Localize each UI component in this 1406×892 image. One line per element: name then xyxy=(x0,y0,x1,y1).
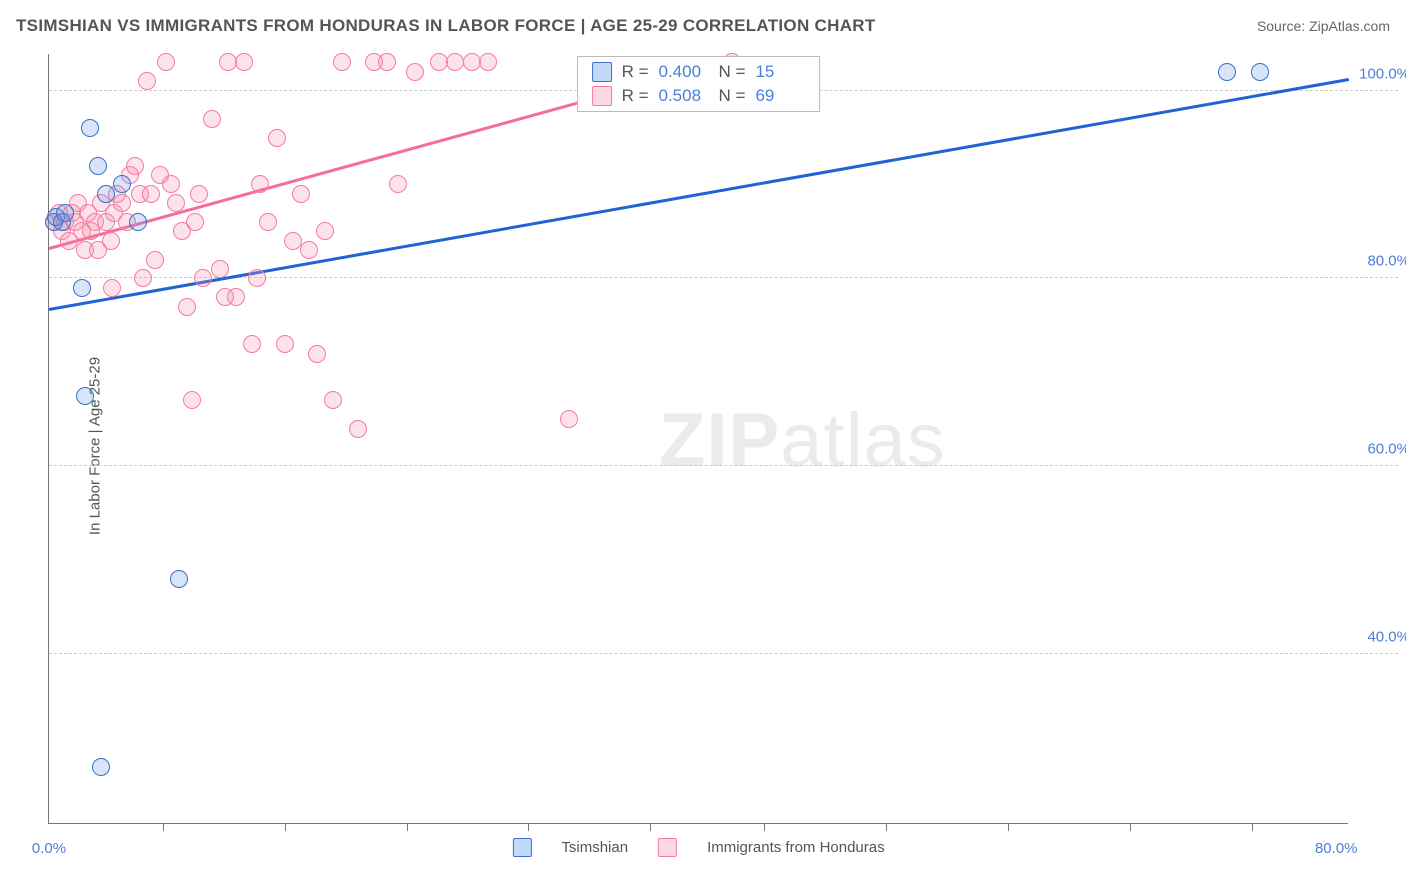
data-point xyxy=(243,335,261,353)
data-point xyxy=(203,110,221,128)
data-point xyxy=(102,232,120,250)
data-point xyxy=(142,185,160,203)
n-label: N = xyxy=(719,62,746,82)
data-point xyxy=(248,269,266,287)
data-point xyxy=(126,157,144,175)
x-tick-label: 80.0% xyxy=(1315,840,1358,857)
data-point xyxy=(97,185,115,203)
data-point xyxy=(333,53,351,71)
data-point xyxy=(406,63,424,81)
n-value-honduras: 69 xyxy=(755,86,805,106)
r-label: R = xyxy=(622,86,649,106)
data-point xyxy=(138,72,156,90)
bottom-legend: Tsimshian Immigrants from Honduras xyxy=(512,838,884,857)
data-point xyxy=(178,298,196,316)
data-point xyxy=(56,204,74,222)
data-point xyxy=(113,194,131,212)
data-point xyxy=(157,53,175,71)
data-point xyxy=(251,175,269,193)
x-tick xyxy=(650,823,651,831)
data-point xyxy=(216,288,234,306)
data-point xyxy=(276,335,294,353)
data-point xyxy=(129,213,147,231)
y-tick-label: 60.0% xyxy=(1367,441,1406,458)
data-point xyxy=(190,185,208,203)
y-tick-label: 100.0% xyxy=(1359,65,1406,82)
data-point xyxy=(1218,63,1236,81)
data-point xyxy=(1251,63,1269,81)
watermark: ZIPatlas xyxy=(659,397,946,484)
legend-row-honduras: R = 0.508 N = 69 xyxy=(592,84,806,108)
data-point xyxy=(183,391,201,409)
data-point xyxy=(308,345,326,363)
x-tick xyxy=(528,823,529,831)
data-point xyxy=(81,119,99,137)
x-tick xyxy=(1008,823,1009,831)
x-tick xyxy=(285,823,286,831)
gridline xyxy=(49,465,1398,466)
data-point xyxy=(292,185,310,203)
data-point xyxy=(259,213,277,231)
data-point xyxy=(300,241,318,259)
data-point xyxy=(89,157,107,175)
data-point xyxy=(167,194,185,212)
x-tick xyxy=(1130,823,1131,831)
y-tick-label: 80.0% xyxy=(1367,253,1406,270)
data-point xyxy=(349,420,367,438)
data-point xyxy=(162,175,180,193)
x-tick xyxy=(886,823,887,831)
title-bar: TSIMSHIAN VS IMMIGRANTS FROM HONDURAS IN… xyxy=(16,16,1390,36)
r-value-tsimshian: 0.400 xyxy=(659,62,709,82)
gridline xyxy=(49,653,1398,654)
data-point xyxy=(76,387,94,405)
data-point xyxy=(170,570,188,588)
plot-area: ZIPatlas R = 0.400 N = 15 R = 0.508 N = … xyxy=(48,54,1348,824)
watermark-thin: atlas xyxy=(780,398,946,483)
data-point xyxy=(378,53,396,71)
data-point xyxy=(284,232,302,250)
data-point xyxy=(268,129,286,147)
x-tick xyxy=(1252,823,1253,831)
data-point xyxy=(479,53,497,71)
data-point xyxy=(73,279,91,297)
source-label: Source: ZipAtlas.com xyxy=(1257,18,1390,34)
x-tick xyxy=(163,823,164,831)
swatch-pink-icon xyxy=(658,838,677,857)
legend-label-tsimshian: Tsimshian xyxy=(561,839,628,856)
watermark-bold: ZIP xyxy=(659,398,780,483)
x-tick xyxy=(407,823,408,831)
data-point xyxy=(389,175,407,193)
n-value-tsimshian: 15 xyxy=(755,62,805,82)
n-label: N = xyxy=(719,86,746,106)
x-tick xyxy=(764,823,765,831)
data-point xyxy=(92,758,110,776)
data-point xyxy=(103,279,121,297)
x-tick-label: 0.0% xyxy=(32,840,66,857)
legend-label-honduras: Immigrants from Honduras xyxy=(707,839,885,856)
data-point xyxy=(316,222,334,240)
legend-row-tsimshian: R = 0.400 N = 15 xyxy=(592,60,806,84)
data-point xyxy=(324,391,342,409)
data-point xyxy=(134,269,152,287)
swatch-blue-icon xyxy=(592,62,612,82)
data-point xyxy=(113,175,131,193)
y-tick-label: 40.0% xyxy=(1367,628,1406,645)
swatch-blue-icon xyxy=(512,838,531,857)
r-label: R = xyxy=(622,62,649,82)
data-point xyxy=(235,53,253,71)
data-point xyxy=(211,260,229,278)
data-point xyxy=(560,410,578,428)
swatch-pink-icon xyxy=(592,86,612,106)
chart-title: TSIMSHIAN VS IMMIGRANTS FROM HONDURAS IN… xyxy=(16,16,876,36)
data-point xyxy=(146,251,164,269)
data-point xyxy=(194,269,212,287)
data-point xyxy=(186,213,204,231)
r-value-honduras: 0.508 xyxy=(659,86,709,106)
stats-legend: R = 0.400 N = 15 R = 0.508 N = 69 xyxy=(577,56,821,112)
